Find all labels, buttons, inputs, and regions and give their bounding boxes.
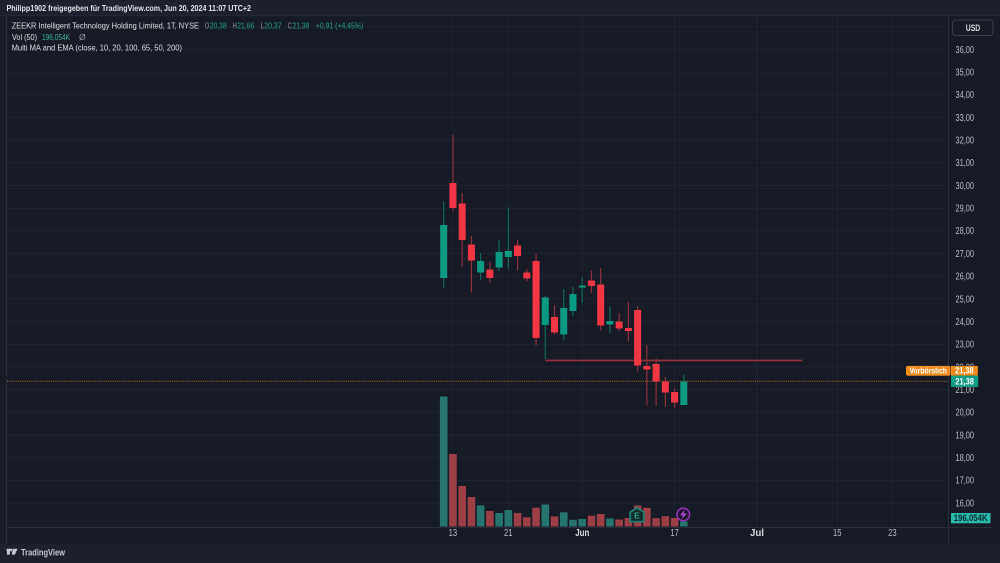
svg-text:Multi MA and EMA (close, 10, 2: Multi MA and EMA (close, 10, 20, 100, 65… <box>12 42 183 52</box>
svg-text:ZEEKR Intelligent Technology H: ZEEKR Intelligent Technology Holding Lim… <box>12 21 200 31</box>
svg-text:21,66: 21,66 <box>237 21 254 31</box>
svg-text:20,37: 20,37 <box>264 21 282 31</box>
svg-text:O: O <box>205 21 210 31</box>
svg-text:32,00: 32,00 <box>956 136 975 147</box>
svg-text:23,00: 23,00 <box>956 340 975 351</box>
svg-text:15: 15 <box>833 528 842 539</box>
svg-text:E: E <box>634 511 640 521</box>
svg-text:+0,91 (+4,45%): +0,91 (+4,45%) <box>316 21 363 31</box>
svg-text:21,38: 21,38 <box>293 21 310 31</box>
svg-text:18,00: 18,00 <box>956 453 975 464</box>
svg-text:USD: USD <box>966 23 981 33</box>
svg-text:24,00: 24,00 <box>956 317 975 328</box>
svg-text:20,00: 20,00 <box>956 408 975 419</box>
svg-text:Vol (50): Vol (50) <box>12 32 37 42</box>
svg-text:35,00: 35,00 <box>956 68 975 79</box>
svg-text:26,00: 26,00 <box>956 272 975 283</box>
svg-text:30,00: 30,00 <box>956 181 975 192</box>
svg-text:Ø: Ø <box>79 32 86 42</box>
svg-text:21,38: 21,38 <box>955 376 974 386</box>
svg-text:25,00: 25,00 <box>956 294 975 305</box>
svg-text:27,00: 27,00 <box>956 249 975 260</box>
svg-text:28,00: 28,00 <box>956 226 975 237</box>
svg-text:33,00: 33,00 <box>956 113 975 124</box>
svg-text:H: H <box>233 21 237 31</box>
svg-text:Vorbörslich: Vorbörslich <box>909 366 947 375</box>
svg-text:17,00: 17,00 <box>956 476 975 487</box>
svg-text:29,00: 29,00 <box>956 204 975 215</box>
svg-text:196,054K: 196,054K <box>954 513 989 523</box>
svg-text:TradingView: TradingView <box>21 547 65 558</box>
svg-text:Philipp1902 freigegeben für Tr: Philipp1902 freigegeben für TradingView.… <box>7 3 252 13</box>
svg-text:20,38: 20,38 <box>210 21 227 31</box>
svg-text:21,38: 21,38 <box>955 366 974 376</box>
svg-text:34,00: 34,00 <box>956 90 975 101</box>
svg-text:21,00: 21,00 <box>956 385 975 396</box>
svg-text:13: 13 <box>449 528 458 539</box>
svg-text:23: 23 <box>888 528 897 539</box>
svg-text:17: 17 <box>670 528 679 539</box>
svg-text:21: 21 <box>504 528 513 539</box>
svg-text:C: C <box>288 21 292 31</box>
svg-text:196,054K: 196,054K <box>42 32 70 42</box>
svg-text:16,00: 16,00 <box>956 498 975 509</box>
svg-text:36,00: 36,00 <box>956 45 975 56</box>
svg-text:19,00: 19,00 <box>956 430 975 441</box>
svg-text:Jul: Jul <box>750 528 764 539</box>
svg-text:L: L <box>261 21 265 31</box>
svg-text:Jun: Jun <box>575 528 589 539</box>
svg-text:31,00: 31,00 <box>956 158 975 169</box>
